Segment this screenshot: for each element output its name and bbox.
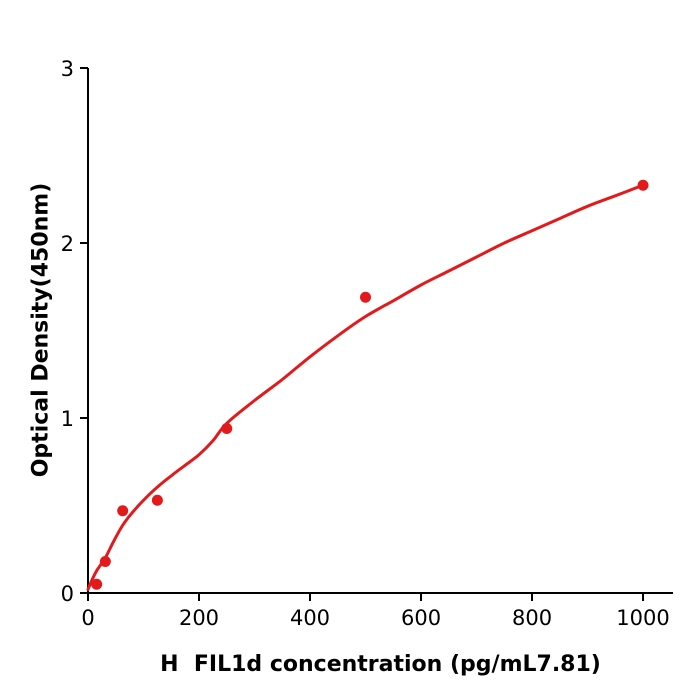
- y-axis-title: Optical Density(450nm): [28, 182, 54, 478]
- x-tick-label: 800: [512, 606, 552, 630]
- data-point: [221, 423, 233, 434]
- x-axis-title: H FIL1d concentration (pg/mL7.81): [160, 652, 601, 677]
- data-point: [99, 556, 111, 567]
- y-tick-label: 2: [61, 232, 74, 256]
- y-tick-label: 0: [61, 582, 74, 606]
- data-point: [151, 494, 163, 506]
- x-tick-label: 200: [179, 606, 219, 630]
- fit-curve: [86, 183, 645, 591]
- data-point: [91, 578, 103, 590]
- x-tick-label: 0: [81, 606, 94, 630]
- y-tick-label: 3: [61, 57, 74, 81]
- y-tick-label: 1: [61, 407, 74, 431]
- data-point: [360, 291, 372, 303]
- x-tick-label: 400: [290, 606, 330, 630]
- x-tick-label: 1000: [616, 606, 669, 630]
- data-point: [637, 179, 649, 191]
- x-tick-label: 600: [401, 606, 441, 630]
- data-point: [117, 505, 129, 517]
